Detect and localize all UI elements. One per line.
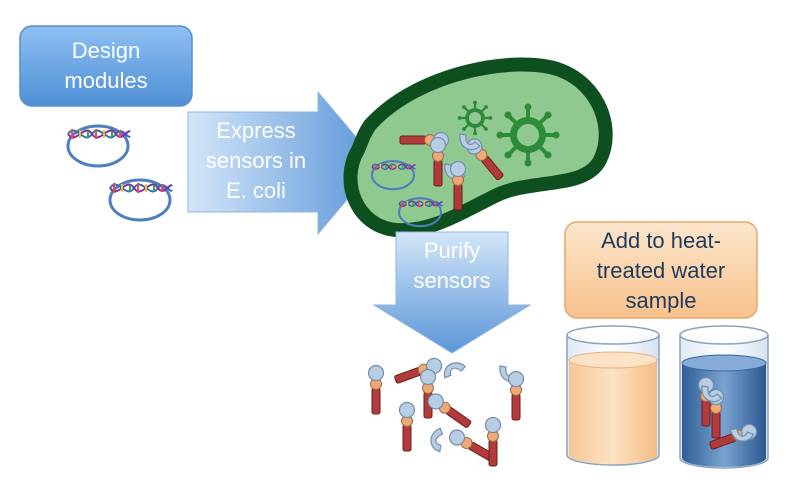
add-to-water-box xyxy=(564,221,758,319)
purified-sensors xyxy=(367,355,525,467)
purify-arrow xyxy=(372,231,532,354)
virus-icon xyxy=(456,99,494,137)
dna-plasmid-icon xyxy=(108,178,174,222)
design-modules-box xyxy=(19,25,193,107)
express-sensors-label: Express sensors in E. coli xyxy=(205,118,307,203)
dna-plasmid-icon xyxy=(66,124,132,168)
beaker-icon xyxy=(679,325,769,469)
beaker-icon xyxy=(566,325,660,466)
purify-sensors-label: Purify sensors xyxy=(413,238,491,293)
design-modules-label: Design modules xyxy=(64,38,148,93)
add-to-water-label: Add to heat-treated water sample xyxy=(596,228,726,313)
virus-icon xyxy=(494,101,562,169)
